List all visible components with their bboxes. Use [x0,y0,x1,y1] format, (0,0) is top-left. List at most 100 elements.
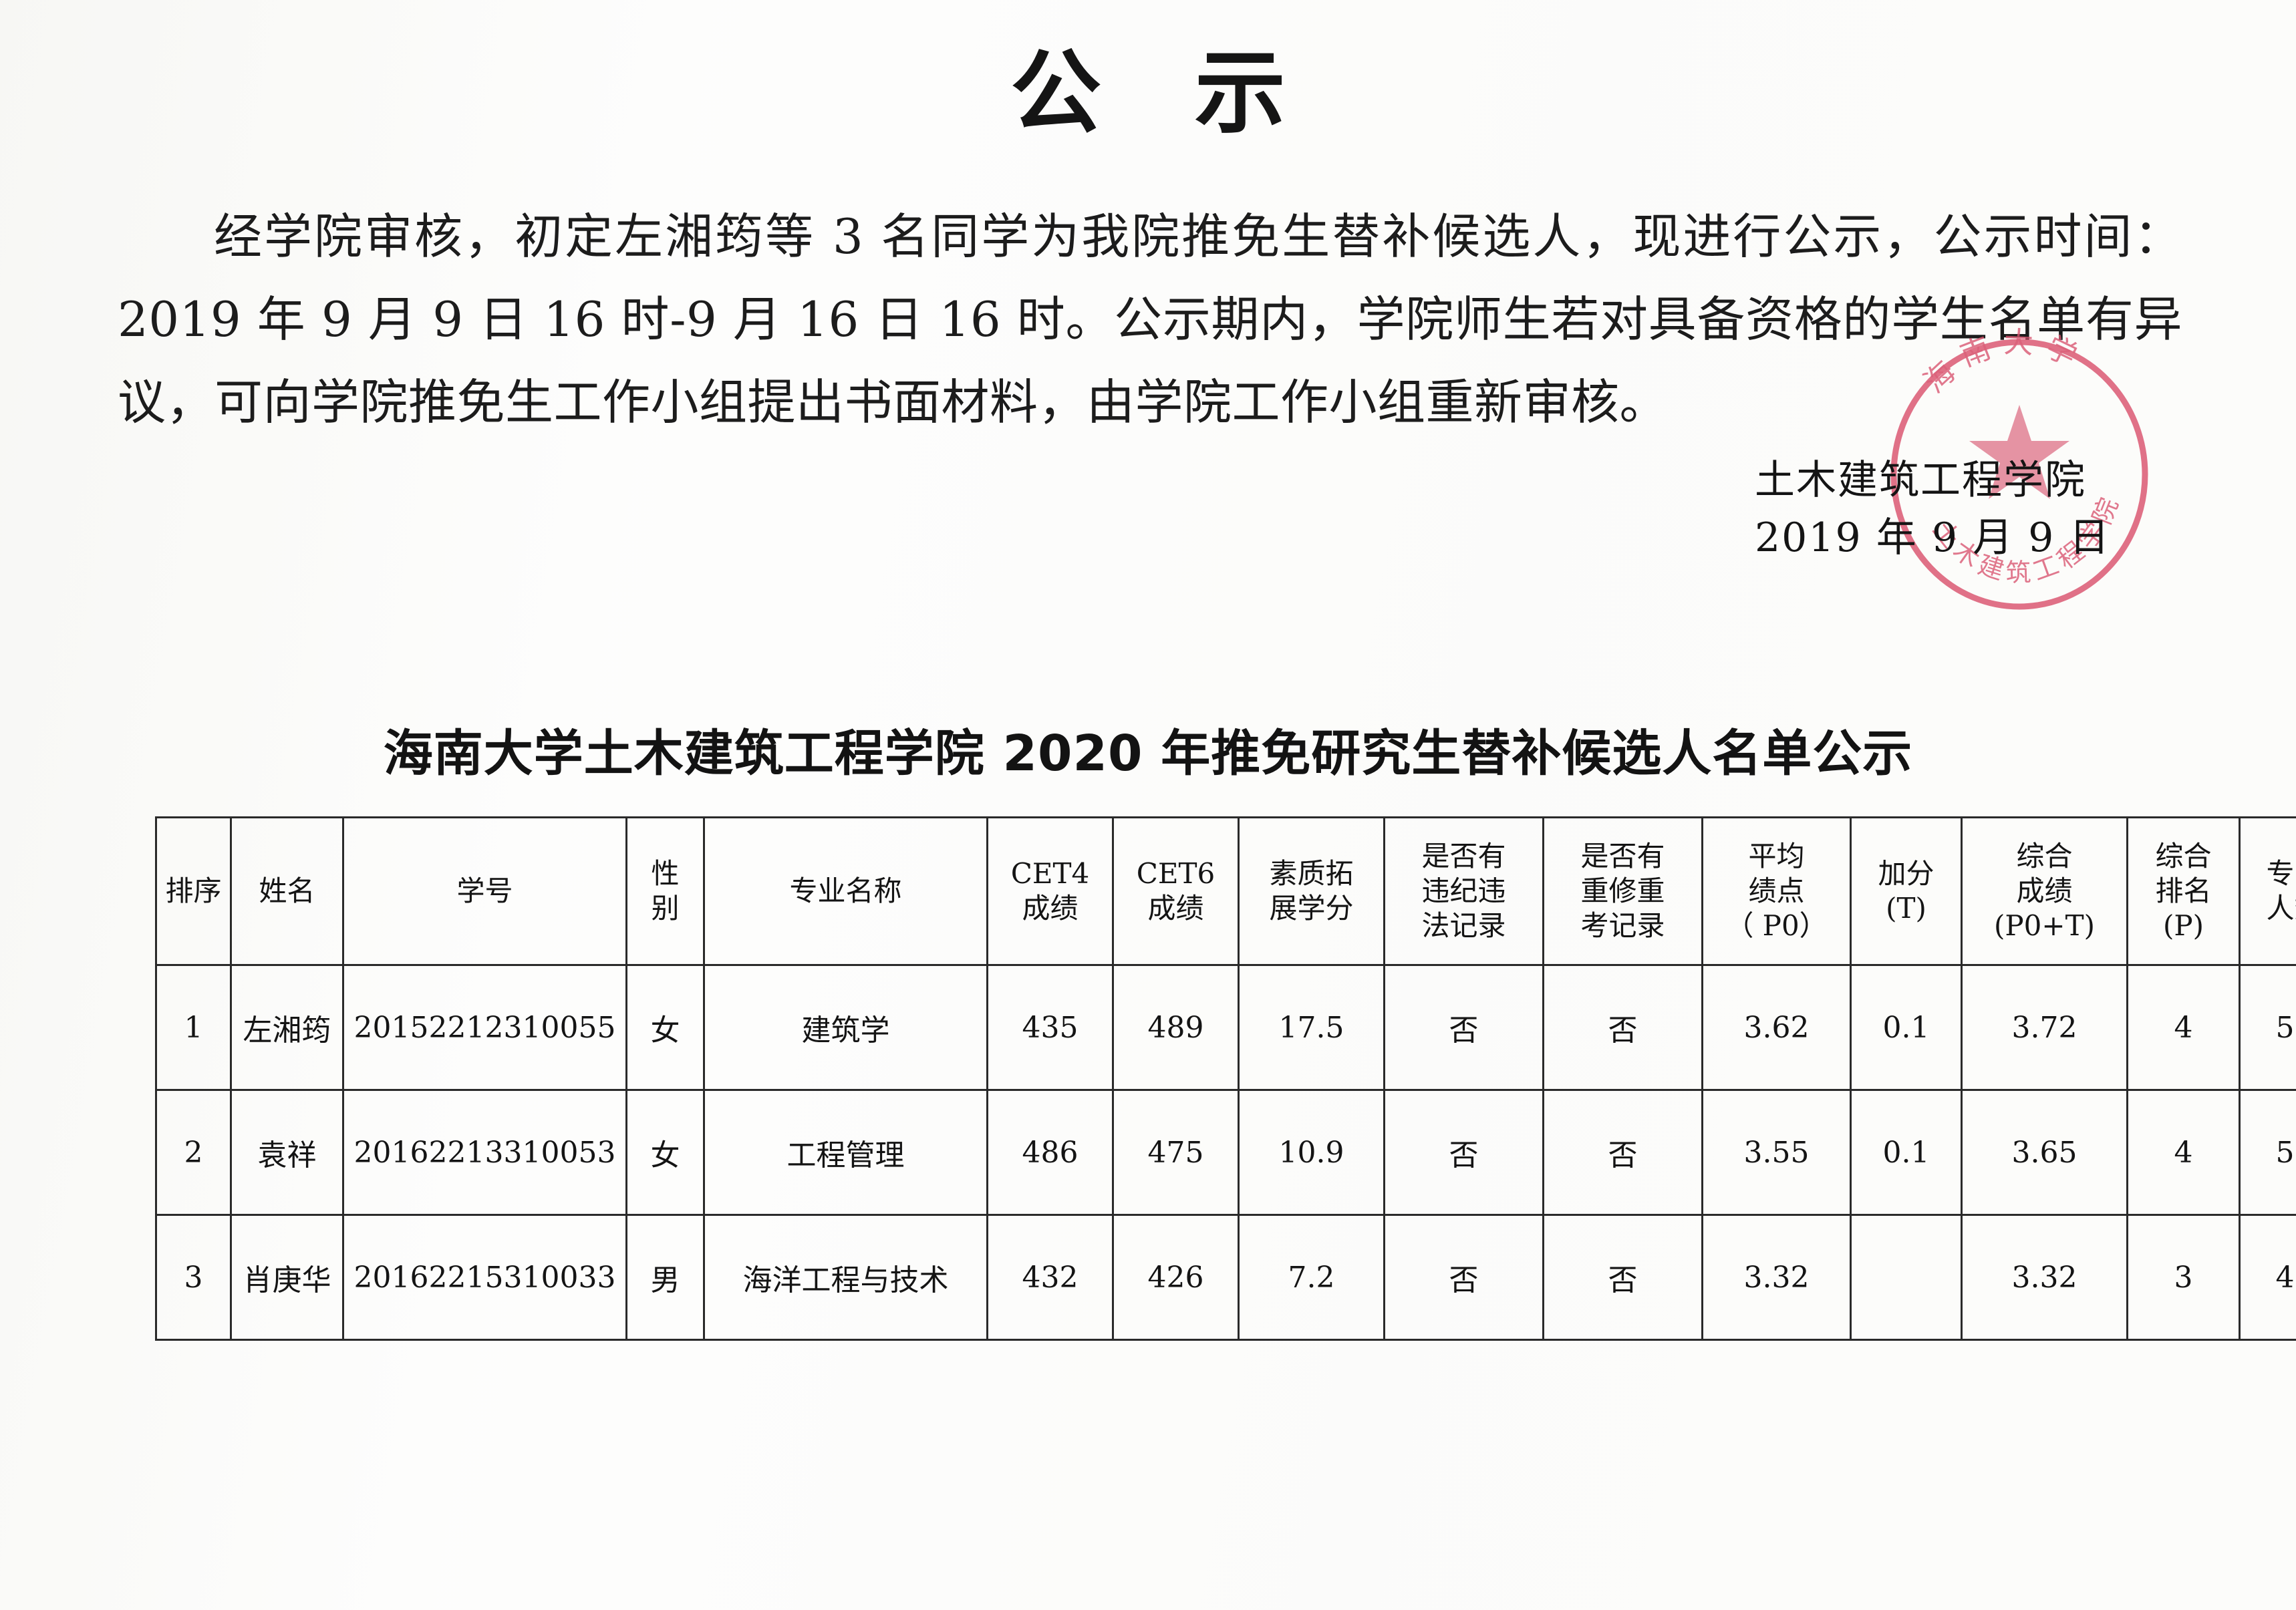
cell-bonus: 0.1 [1850,964,1963,1091]
cell-major-count: 57 [2239,964,2296,1091]
cell-total: 3.32 [1961,1214,2128,1341]
header-line: 是否有 [1580,840,1665,872]
column-header-student-id: 学号 [342,816,627,966]
cell-gender: 女 [625,1089,705,1216]
cell-violation: 否 [1383,1089,1544,1216]
cell-major-count: 41 [2239,1214,2296,1341]
table-header-row: 排序 姓名 学号 性 别 专业名称 [155,816,2296,966]
cell-student-id: 20162213310053 [342,1089,627,1216]
column-header-comprehensive-rank: 综合 排名 (P) [2126,816,2241,966]
header-line: 绩点 [1748,874,1805,907]
signature-date: 2019 年 9 月 9 日 [1755,514,2111,561]
header-line: 成绩 [2016,874,2073,907]
cell-bonus: 0.1 [1850,1089,1963,1216]
cell-cet4: 435 [986,964,1114,1091]
column-header-retake: 是否有 重修重 考记录 [1542,816,1703,966]
cell-total: 3.72 [1961,964,2128,1091]
cell-retake: 否 [1542,1214,1703,1341]
header-line: CET4 [1010,857,1090,890]
cell-rank: 1 [155,964,232,1091]
header-line: 姓名 [259,874,315,907]
cell-gpa: 3.32 [1701,1214,1852,1341]
cell-student-id: 20162215310033 [342,1214,627,1341]
cell-comprehensive-rank: 4 [2126,1089,2241,1216]
cell-comprehensive-rank: 4 [2126,964,2241,1091]
header-line: 成绩 [1147,892,1204,925]
notice-body: 经学院审核，初定左湘筠等 3 名同学为我院推免生替补候选人，现进行公示，公示时间… [118,195,2182,444]
notice-paragraph: 经学院审核，初定左湘筠等 3 名同学为我院推免生替补候选人，现进行公示，公示时间… [118,208,2182,430]
cell-gender: 女 [625,964,705,1091]
cell-retake: 否 [1542,1089,1703,1216]
cell-gender: 男 [625,1214,705,1341]
cell-cet6: 475 [1112,1089,1240,1216]
header-line: 人数 [2266,892,2296,925]
cell-cet4: 486 [986,1089,1114,1216]
column-header-violation: 是否有 违纪违 法记录 [1383,816,1544,966]
table-row: 2 袁祥 20162213310053 女 工程管理 486 475 10.9 … [155,1089,2296,1216]
header-line: 专业 [2266,857,2296,890]
header-line: 学号 [456,874,513,907]
signature-block: 土木建筑工程学院 2019 年 9 月 9 日 [1676,452,2184,567]
cell-bonus [1850,1214,1963,1341]
cell-name: 袁祥 [230,1089,344,1216]
signature-organization: 土木建筑工程学院 [1755,457,2086,504]
cell-major-count: 59 [2239,1089,2296,1216]
header-line: 综合 [2016,840,2073,872]
table-row: 1 左湘筠 20152212310055 女 建筑学 435 489 17.5 … [155,964,2296,1091]
column-header-major-count: 专业 人数 [2239,816,2296,966]
column-header-rank: 排序 [155,816,232,966]
column-header-quality-credit: 素质拓 展学分 [1238,816,1385,966]
page-title: 公 示 [1010,39,1317,146]
cell-major: 海洋工程与技术 [703,1214,988,1341]
cell-name: 左湘筠 [230,964,344,1091]
cell-student-id: 20152212310055 [342,964,627,1091]
column-header-name: 姓名 [230,816,344,966]
header-line: 素质拓 [1269,857,1354,890]
cell-retake: 否 [1542,964,1703,1091]
header-line: 别 [651,892,680,925]
header-line: 排序 [165,874,222,907]
cell-major: 建筑学 [703,964,988,1091]
header-line: 展学分 [1269,892,1354,925]
cell-violation: 否 [1383,1214,1544,1341]
column-header-total: 综合 成绩 (P0+T) [1961,816,2128,966]
cell-cet4: 432 [986,1214,1114,1341]
header-line: CET6 [1136,857,1215,890]
cell-violation: 否 [1383,964,1544,1091]
header-line: (T) [1886,892,1926,925]
cell-gpa: 3.62 [1701,964,1852,1091]
cell-cet6: 426 [1112,1214,1240,1341]
header-line: 违纪违 [1421,874,1506,907]
cell-major: 工程管理 [703,1089,988,1216]
header-line: 加分 [1878,857,1934,890]
header-line: 平均 [1748,840,1805,872]
table-row: 3 肖庚华 20162215310033 男 海洋工程与技术 432 426 7… [155,1214,2296,1341]
column-header-major: 专业名称 [703,816,988,966]
column-header-cet6: CET6 成绩 [1112,816,1240,966]
cell-rank: 2 [155,1089,232,1216]
cell-quality-credit: 7.2 [1238,1214,1385,1341]
header-line: 是否有 [1421,840,1506,872]
header-line: 考记录 [1580,909,1665,942]
grades-table-container: 排序 姓名 学号 性 别 专业名称 [155,816,2296,1341]
header-line: （ P0） [1725,909,1828,942]
header-line: 法记录 [1421,909,1506,942]
header-line: 重修重 [1580,874,1665,907]
column-header-gender: 性 别 [625,816,705,966]
cell-cet6: 489 [1112,964,1240,1091]
cell-rank: 3 [155,1214,232,1341]
candidates-table: 排序 姓名 学号 性 别 专业名称 [155,816,2296,1341]
cell-total: 3.65 [1961,1089,2128,1216]
header-line: (P0+T) [1994,909,2095,942]
cell-comprehensive-rank: 3 [2126,1214,2241,1341]
header-line: 专业名称 [789,874,902,907]
header-line: 成绩 [1022,892,1079,925]
header-line: 排名 [2155,874,2212,907]
cell-name: 肖庚华 [230,1214,344,1341]
column-header-gpa: 平均 绩点 （ P0） [1701,816,1852,966]
cell-quality-credit: 10.9 [1238,1089,1385,1216]
table-caption: 海南大学土木建筑工程学院 2020 年推免研究生替补候选人名单公示 [383,725,1913,782]
column-header-cet4: CET4 成绩 [986,816,1114,966]
cell-gpa: 3.55 [1701,1089,1852,1216]
